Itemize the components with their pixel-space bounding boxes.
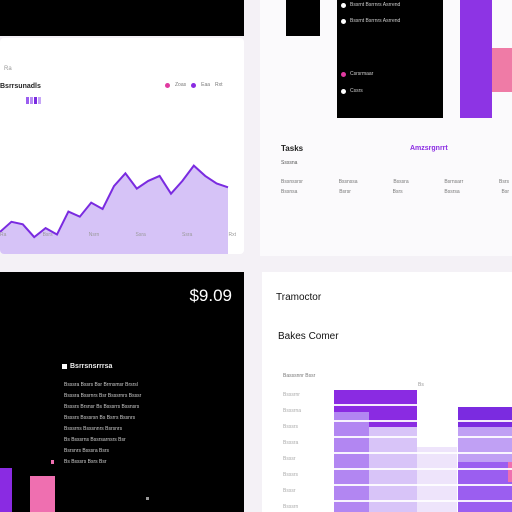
- tasks-cell: Bssrsa: [444, 189, 460, 195]
- dark-list-line: Bsssrs Brsnsr Bs Bsssrrs Bssnsrs: [64, 404, 140, 410]
- dark-list-line: Bsrsnrs Bsssra Bsrs: [64, 448, 110, 454]
- tasks-cell: Bssnsa: [281, 189, 298, 195]
- row-label: Bsssr: [283, 488, 296, 494]
- x-tick: Ssra: [182, 232, 193, 238]
- area-chart: [0, 164, 229, 254]
- dark-list-line: Bsssrns Bsssnnrs Bsrsnrs: [64, 426, 123, 432]
- x-tick: Bsrs: [42, 232, 53, 238]
- dark-list-line: Bsssrs Bsssrsn Bs Bsrrs Bssnrs: [64, 415, 136, 421]
- chart-card-title: Bsrrsunadls: [0, 83, 41, 90]
- transactor-title: Tramoctor: [276, 292, 322, 303]
- dark-list-line: Bsssra Bssrnrs Bsr Bsssrnrs Bsssr: [64, 393, 142, 399]
- tasks-link[interactable]: Amzsrgnrrt: [410, 145, 448, 152]
- tasks-cell: Bsrs: [392, 189, 403, 195]
- chart-x-ticks: Ra Bsrs Nsrn Ssra Ssra Rxt: [0, 232, 236, 238]
- x-tick: Ssra: [135, 232, 146, 238]
- tasks-subtitle: Ssssna: [281, 160, 298, 166]
- tasks-cell: Bssnssrsr: [281, 179, 303, 185]
- dark-list-line: Bsssra Bssrs Bsr Brrnsmsr Brsrsl: [64, 382, 138, 388]
- tasks-cell: Bsrnsarr: [444, 179, 464, 185]
- list-item-label: Csrsrmaar: [350, 71, 374, 77]
- legend-dot-purple: [191, 82, 197, 88]
- bullet-icon: [341, 2, 346, 8]
- chart-line: [0, 164, 229, 239]
- list-item[interactable]: Cssrs: [341, 88, 363, 94]
- legend-dot-pink: [165, 82, 170, 88]
- x-tick: Ra: [0, 232, 7, 238]
- top-dark-list: Bssrnt Bsrrnrs Asrrend Bssrnt Bsrrnrs As…: [337, 0, 443, 118]
- row-labels: Bsssrnr Bsssrna Bsssrs Bsssra Bsssr Bsss…: [283, 392, 301, 512]
- purple-bar-left: [0, 468, 12, 512]
- tasks-cell: Bsr: [501, 189, 509, 195]
- x-tick: Nsrn: [88, 232, 100, 238]
- x-tick: Rxt: [228, 232, 236, 238]
- dark-list-line: Bs Bsssrs Bsrs Bsr: [64, 459, 107, 465]
- list-item[interactable]: Bssrnt Bsrrnrs Asrrend: [341, 2, 400, 8]
- legend-label-2: Eaa: [201, 82, 211, 88]
- axis-tick: Bs: [418, 382, 424, 388]
- row-label: Bsssr: [283, 456, 296, 462]
- chart-card-small-label: Ra: [4, 66, 12, 72]
- legend-label-3: Rxt: [215, 82, 223, 88]
- tiny-mark: [146, 497, 149, 500]
- price-panel: $9.09 Bsrrsnsrrrsa Bsssra Bssrs Bsr Brrn…: [0, 272, 244, 512]
- tasks-cell: Bsrs: [498, 179, 509, 185]
- gridlines: [334, 390, 512, 512]
- row-label: Bsssrn: [283, 504, 299, 510]
- tasks-title: Tasks: [281, 144, 304, 153]
- price-value: $9.09: [189, 286, 232, 305]
- row-label: Bsssrs: [283, 472, 298, 478]
- tasks-cell: Bsrsr: [339, 189, 351, 195]
- legend-label-1: Zoas: [175, 82, 187, 88]
- list-item-label: Bssrnt Bsrrnrs Asrrend: [350, 18, 401, 24]
- row-label: Bsssrna: [283, 408, 302, 414]
- top-dark-tile: [286, 0, 320, 36]
- dark-list: Bsssra Bssrs Bsr Brrnsmsr Brsrsl Bsssra …: [64, 382, 194, 470]
- tasks-row: Bssnssrsr Bssnssa Bsssra Bsrnsarr Bsrs: [281, 179, 509, 185]
- checkbox-icon[interactable]: [62, 364, 67, 369]
- series-label: Basssnnr Bssr: [283, 373, 316, 379]
- pink-bar-left: [30, 476, 55, 512]
- transactor-card: Tramoctor Bakes Comer Basssnnr Bssr Bs B…: [262, 272, 512, 512]
- tasks-cell: Bsssra: [393, 179, 409, 185]
- dark-list-line: Bs Bsssrns Bssrsarnsrs Bsr: [64, 437, 126, 443]
- list-item-label: Cssrs: [350, 88, 363, 94]
- transactor-subtitle: Bakes Comer: [278, 331, 339, 342]
- dark-list-heading: Bsrrsnsrrrsa: [70, 363, 113, 370]
- list-item[interactable]: Bssrnt Bsrrnrs Asrrend: [341, 18, 400, 24]
- top-dark-strip: [0, 0, 244, 36]
- tasks-cell: Bssnssa: [338, 179, 358, 185]
- chart-area-fill: [0, 165, 228, 254]
- chart-card: Ra Bsrrsunadls Zoas Eaa Rxt Ra Bsrs Nsrn…: [0, 38, 244, 254]
- row-label: Bsssra: [283, 440, 299, 446]
- chart-legend: Zoas Eaa Rxt: [165, 82, 223, 88]
- dark-list-heading-row: Bsrrsnsrrrsa: [62, 363, 112, 370]
- tasks-row: Bssnsa Bsrsr Bsrs Bssrsa Bsr: [281, 189, 509, 195]
- bullet-icon-pink: [341, 71, 346, 77]
- list-item-label: Bssrnt Bsrrnrs Asrrend: [350, 2, 401, 8]
- bullet-icon: [341, 88, 346, 94]
- row-label: Bsssrs: [283, 424, 298, 430]
- chart-card-mini-bars: [26, 97, 41, 104]
- row-label: Bsssrnr: [283, 392, 300, 398]
- pink-tick: [51, 460, 54, 464]
- bullet-icon: [341, 18, 346, 24]
- top-pink-bar: [492, 48, 512, 92]
- list-item[interactable]: Csrsrmaar: [341, 71, 373, 77]
- top-purple-bar: [460, 0, 492, 118]
